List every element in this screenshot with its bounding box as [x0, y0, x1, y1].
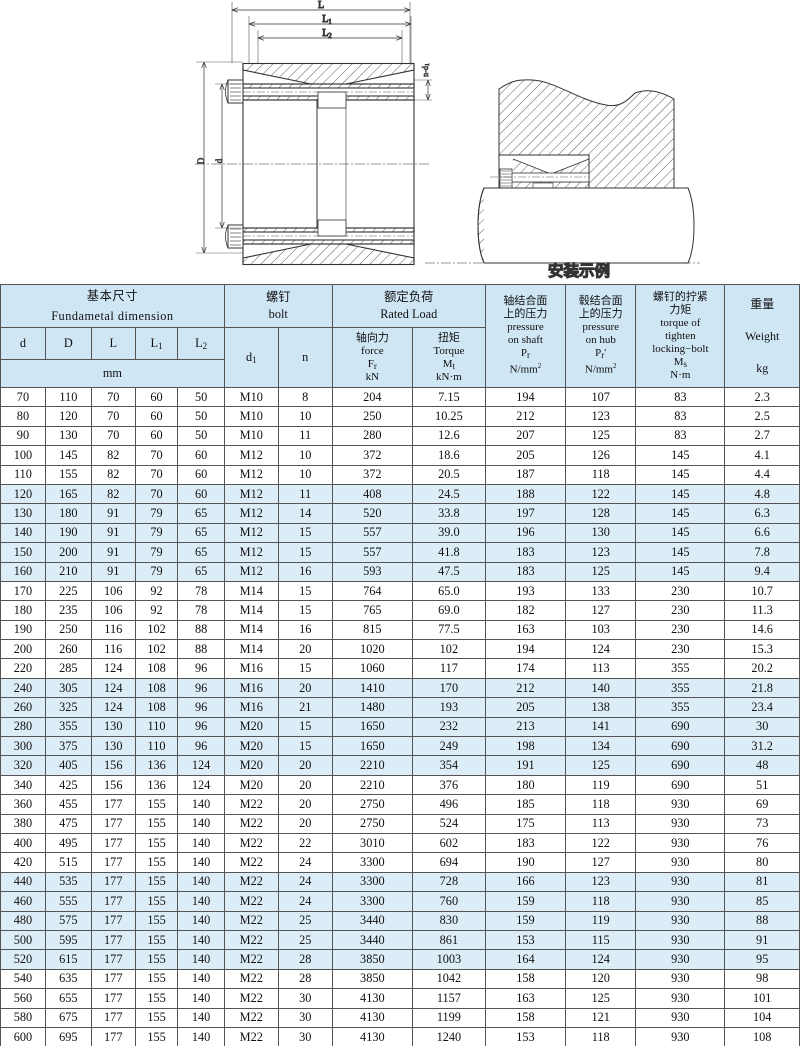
svg-text:L1: L1: [322, 14, 332, 26]
svg-text:d: d: [214, 158, 224, 163]
svg-text:安装示例: 安装示例: [548, 261, 610, 280]
svg-text:n-d1: n-d1: [421, 63, 431, 77]
svg-text:L2: L2: [322, 28, 332, 40]
svg-text:L: L: [318, 0, 324, 11]
svg-text:D: D: [196, 157, 206, 164]
